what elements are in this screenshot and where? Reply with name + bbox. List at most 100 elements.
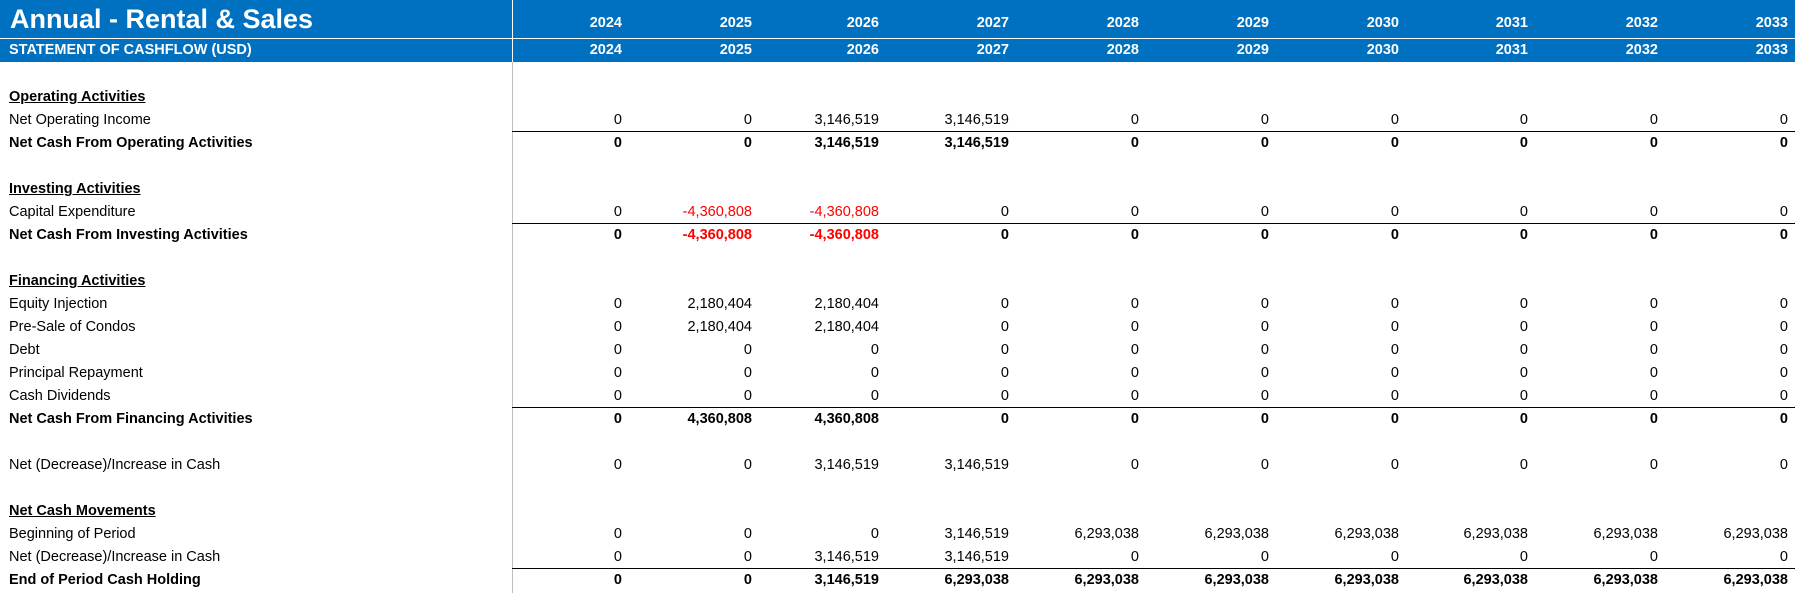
cell: 0: [1130, 342, 1139, 358]
cell: 0: [1000, 296, 1009, 312]
cell: 0: [1390, 227, 1399, 243]
row-equity-injection: Equity Injection 0 2,180,404 2,180,404 0…: [0, 293, 1795, 315]
cell: 0: [1779, 342, 1788, 358]
cell: 0: [1390, 204, 1399, 220]
row-cash-dividends: Cash Dividends 0 0 0 0 0 0 0 0 0 0: [0, 385, 1795, 407]
row-capital-expenditure: Capital Expenditure 0 -4,360,808 -4,360,…: [0, 201, 1795, 223]
section-header: Operating Activities: [9, 89, 146, 105]
row-label: Principal Repayment: [9, 365, 143, 381]
cell: 0: [1260, 296, 1269, 312]
cell: 0: [1390, 342, 1399, 358]
cell: 6,293,038: [1593, 526, 1658, 542]
cell: 0: [1260, 388, 1269, 404]
cell: 0: [1779, 388, 1788, 404]
sheet-title: Annual - Rental & Sales: [10, 4, 314, 34]
row-net-cash-investing: Net Cash From Investing Activities 0 -4,…: [0, 224, 1795, 246]
year-subheader: 2032: [1625, 42, 1658, 58]
cell: 6,293,038: [1334, 572, 1399, 588]
cell: 0: [613, 526, 622, 542]
year-subheader: 2027: [976, 42, 1009, 58]
column-divider: [512, 0, 513, 593]
cell-negative: -4,360,808: [682, 204, 752, 220]
cell: 0: [613, 411, 622, 427]
cell: 0: [1519, 388, 1528, 404]
cell: 6,293,038: [1074, 572, 1139, 588]
cell: 2,180,404: [814, 319, 879, 335]
section-operating: Operating Activities: [0, 86, 1795, 108]
row-debt: Debt 0 0 0 0 0 0 0 0 0 0: [0, 339, 1795, 361]
cell: 0: [1649, 227, 1658, 243]
subtitle-bar: STATEMENT OF CASHFLOW (USD) 2024 2025 20…: [0, 39, 1795, 62]
cell: 0: [613, 227, 622, 243]
cell: 0: [1519, 135, 1528, 151]
year-subheader: 2030: [1366, 42, 1399, 58]
cell: 0: [1519, 549, 1528, 565]
cell: 0: [1260, 319, 1269, 335]
year-header: 2033: [1755, 15, 1788, 31]
cell: 3,146,519: [814, 572, 879, 588]
cell: 0: [1390, 388, 1399, 404]
cell: 6,293,038: [1593, 572, 1658, 588]
cell: 0: [1649, 457, 1658, 473]
cell: 0: [1000, 319, 1009, 335]
cell: 0: [613, 135, 622, 151]
year-header: 2027: [976, 15, 1009, 31]
cell: 0: [870, 342, 879, 358]
row-label: Capital Expenditure: [9, 204, 136, 220]
cell: 0: [1649, 319, 1658, 335]
cell: 3,146,519: [944, 112, 1009, 128]
cell: 0: [1130, 411, 1139, 427]
cell: 4,360,808: [687, 411, 752, 427]
row-movement-net-change: Net (Decrease)/Increase in Cash 0 0 3,14…: [0, 546, 1795, 568]
cell: 0: [1779, 112, 1788, 128]
cell: 4,360,808: [814, 411, 879, 427]
cell: 0: [1000, 388, 1009, 404]
cell: 0: [1649, 365, 1658, 381]
cell: 0: [1260, 549, 1269, 565]
row-label: Net Cash From Investing Activities: [9, 227, 248, 243]
cell: 0: [1130, 549, 1139, 565]
cell: 0: [1519, 227, 1528, 243]
cell: 6,293,038: [1204, 572, 1269, 588]
section-net-cash-movements: Net Cash Movements: [0, 500, 1795, 522]
year-header: 2024: [589, 15, 622, 31]
cell: 0: [1649, 112, 1658, 128]
cell: 3,146,519: [814, 549, 879, 565]
cell: 0: [1649, 135, 1658, 151]
cell: 0: [743, 135, 752, 151]
cell: 6,293,038: [1074, 526, 1139, 542]
cell: 6,293,038: [1723, 572, 1788, 588]
cell: 0: [1000, 204, 1009, 220]
cell: 0: [613, 204, 622, 220]
row-label: Cash Dividends: [9, 388, 111, 404]
cell: 0: [1260, 135, 1269, 151]
cell: 0: [1779, 227, 1788, 243]
cell: 0: [1649, 342, 1658, 358]
cell: 3,146,519: [944, 526, 1009, 542]
total-rule: [512, 568, 1795, 569]
cell: 0: [1779, 204, 1788, 220]
cell: 0: [1779, 365, 1788, 381]
cell-negative: -4,360,808: [682, 227, 752, 243]
cell: 0: [613, 549, 622, 565]
cell: 0: [1000, 411, 1009, 427]
cell: 0: [1779, 457, 1788, 473]
row-net-cash-financing: Net Cash From Financing Activities 0 4,3…: [0, 408, 1795, 430]
year-subheader: 2026: [846, 42, 879, 58]
cell: 0: [743, 388, 752, 404]
cell: 0: [1519, 204, 1528, 220]
cell: 3,146,519: [814, 135, 879, 151]
row-label: Net (Decrease)/Increase in Cash: [9, 457, 221, 473]
cell: 0: [1260, 227, 1269, 243]
cell: 0: [743, 549, 752, 565]
cell: 0: [1519, 411, 1528, 427]
cell: 0: [1390, 319, 1399, 335]
section-header: Investing Activities: [9, 181, 141, 197]
year-header: 2032: [1625, 15, 1658, 31]
cell: 0: [1260, 342, 1269, 358]
cell: 0: [1130, 388, 1139, 404]
cell: 2,180,404: [687, 296, 752, 312]
cell: 3,146,519: [944, 549, 1009, 565]
cell: 3,146,519: [814, 457, 879, 473]
